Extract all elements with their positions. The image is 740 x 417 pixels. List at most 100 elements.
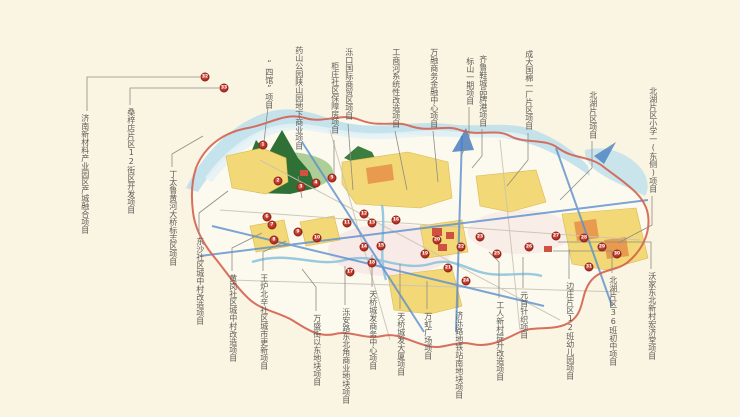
map-marker-29: 29 xyxy=(597,242,607,252)
map-marker-20: 20 xyxy=(432,235,442,245)
map-marker-3: 3 xyxy=(296,182,306,192)
red-block-3 xyxy=(438,244,447,251)
red-block-4 xyxy=(300,170,308,176)
orange-block-3 xyxy=(366,164,394,184)
blue-arrow-north xyxy=(452,128,474,152)
map-marker-9: 9 xyxy=(293,227,303,237)
leader-line-wanrong xyxy=(432,130,439,183)
project-label-gongshanghe: 工商河系统性改造项目 xyxy=(391,48,401,128)
map-marker-11: 11 xyxy=(342,218,352,228)
blue-road-4 xyxy=(555,147,613,307)
leader-line-wanglu-beixin xyxy=(262,240,287,271)
leader-line-qilu-shoes xyxy=(471,129,483,169)
zone-bottom-center xyxy=(387,267,463,315)
project-label-wojia-hongjitang: 沃家东北新村宏济堂项目 xyxy=(647,272,657,360)
map-marker-6: 6 xyxy=(262,212,272,222)
map-marker-5: 5 xyxy=(327,173,337,183)
zone-mid-right xyxy=(475,169,547,213)
project-label-luoan-road: 泺安路东北角商业地块项目 xyxy=(341,308,351,404)
map-marker-28: 28 xyxy=(579,233,589,243)
gray-road-2 xyxy=(259,159,561,321)
project-label-yaoshan-park: 药山公园陕山园地下商业项目 xyxy=(294,46,304,150)
leader-line-sihuguan xyxy=(263,106,269,143)
project-label-jiluo-metro: 济泺路地铁站南地块项目 xyxy=(454,311,464,399)
gray-road-1 xyxy=(219,209,641,241)
map-marker-10: 10 xyxy=(312,233,322,243)
canal-south xyxy=(251,256,543,278)
map-marker-1: 1 xyxy=(258,140,268,150)
leader-line-biaoshan xyxy=(460,107,470,157)
map-marker-32: 32 xyxy=(200,72,210,82)
gray-road-5 xyxy=(229,279,621,293)
red-block-2 xyxy=(446,232,454,239)
leader-line-huanggang xyxy=(231,232,263,271)
leader-line-luokou-trade xyxy=(347,123,354,191)
leader-line-beihu xyxy=(559,141,593,201)
project-label-bianzhuang-kindergarten: 边庄片区12班幼儿园项目 xyxy=(565,282,575,380)
blue-road-3 xyxy=(301,141,425,333)
map-marker-8: 8 xyxy=(269,235,279,245)
project-label-qilu-shoes: 齐鲁鞋城品牌港项目 xyxy=(478,55,488,127)
project-label-beihu: 北湖片区项目 xyxy=(588,91,598,139)
project-label-wanglu-beixin: 王炉北辛社区城市更新项目 xyxy=(259,274,269,370)
zone-center-top xyxy=(341,151,453,209)
project-label-wansheng-street: 万盛街以东地块项目 xyxy=(312,314,322,386)
leader-line-dingtailu xyxy=(171,135,204,167)
map-marker-18: 18 xyxy=(367,258,377,268)
project-label-yuanshou-knitting: 元首针织项目 xyxy=(519,291,529,339)
leader-line-beihu-primary xyxy=(617,196,653,244)
project-label-beihu-middle: 北湖片区36班初中项目 xyxy=(608,276,618,366)
map-marker-19: 19 xyxy=(420,249,430,259)
map-marker-25: 25 xyxy=(492,249,502,259)
project-label-tianqiao-tower: 天桥城发大厦项目 xyxy=(396,312,406,376)
map-marker-31: 31 xyxy=(584,262,594,272)
map-marker-33: 33 xyxy=(219,83,229,93)
leader-line-gongren-xincun xyxy=(488,251,500,298)
map-marker-4: 4 xyxy=(311,178,321,188)
blue-arrow-northeast xyxy=(594,142,616,164)
leader-line-new-material-park xyxy=(86,76,200,111)
blue-road-north-south xyxy=(455,135,463,333)
zone-center-small xyxy=(299,215,341,247)
map-marker-13: 13 xyxy=(367,218,377,228)
project-label-gongren-xincun: 工人新村提升改造项目 xyxy=(495,301,505,381)
project-label-dingtailu: 丁太鲁黄河大桥标志区项目 xyxy=(168,170,178,266)
project-label-huanggang: 黄岗社区城中村改造项目 xyxy=(228,274,238,362)
map-marker-16: 16 xyxy=(391,215,401,225)
map-marker-21: 21 xyxy=(443,263,453,273)
project-label-luokou-trade: 泺口国际商贸区项目 xyxy=(344,48,354,120)
yellow-river xyxy=(186,109,590,192)
gray-road-4 xyxy=(499,139,521,331)
leader-line-wojia-hongjitang xyxy=(558,241,652,269)
red-block-1 xyxy=(432,228,442,236)
river-inner-bank xyxy=(205,123,528,182)
map-marker-30: 30 xyxy=(612,249,622,259)
map-marker-22: 22 xyxy=(456,242,466,252)
map-marker-2: 2 xyxy=(273,176,283,186)
leader-line-chengda-cotton xyxy=(506,133,529,187)
map-marker-12: 12 xyxy=(359,209,369,219)
urban-fabric-east xyxy=(468,210,572,254)
district-boundary xyxy=(191,115,650,348)
project-label-sihuguan: “四馆”项目 xyxy=(264,59,274,109)
leader-line-gongshanghe xyxy=(394,130,408,191)
leader-line-wansheng-street xyxy=(301,268,317,311)
leader-line-dongsha xyxy=(198,190,229,234)
map-marker-26: 26 xyxy=(524,242,534,252)
project-label-wanrong: 万融商务金融中心项目 xyxy=(429,48,439,128)
map-marker-17: 17 xyxy=(345,267,355,277)
orange-block-2 xyxy=(604,237,629,259)
project-label-sangzidian: 桑梓店片区12街区开发项目 xyxy=(126,108,136,214)
project-label-beihu-primary: 北湖片区小学一(东侧)项目 xyxy=(648,87,658,193)
leader-line-sangzidian xyxy=(129,87,219,105)
map-marker-27: 27 xyxy=(551,231,561,241)
project-label-chengda-cotton: 成大国棉一厂片区项目 xyxy=(524,50,534,130)
map-marker-7: 7 xyxy=(267,220,277,230)
project-label-biaoshan: 标山一期项目 xyxy=(465,57,475,105)
project-label-dongsha: 东沙社区城中村改造项目 xyxy=(195,237,205,325)
map-marker-23: 23 xyxy=(475,232,485,242)
map-marker-15: 15 xyxy=(376,241,386,251)
blue-road-2 xyxy=(211,225,545,307)
